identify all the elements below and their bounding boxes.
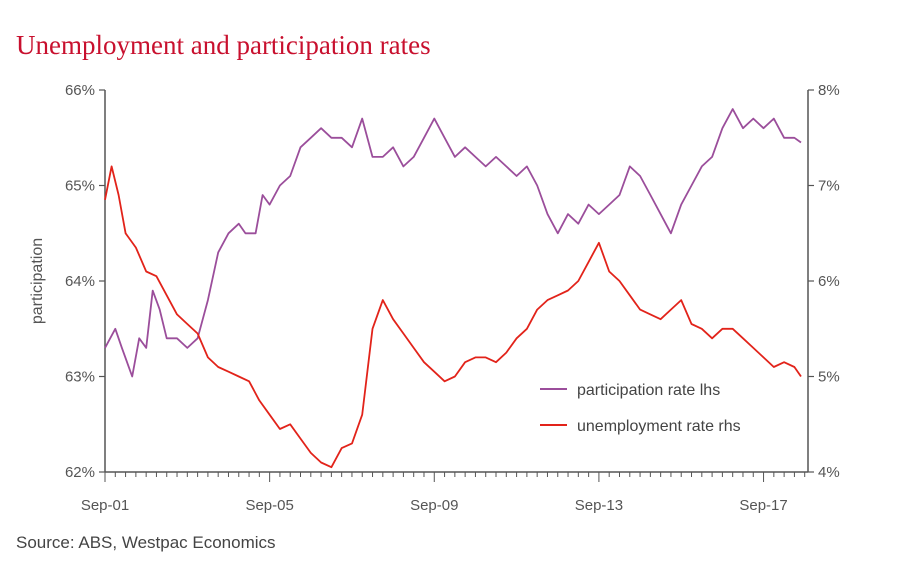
y-axis-label: participation [29,238,46,324]
x-tick-label: Sep-09 [410,497,458,514]
right-tick-label: 6% [818,273,840,290]
source-note: Source: ABS, Westpac Economics [16,533,276,552]
x-tick-label: Sep-17 [739,497,787,514]
right-tick-label: 8% [818,82,840,99]
left-tick-label: 62% [65,464,95,481]
left-tick-label: 64% [65,273,95,290]
left-tick-label: 66% [65,82,95,99]
right-tick-label: 4% [818,464,840,481]
x-tick-label: Sep-13 [575,497,623,514]
right-tick-label: 7% [818,178,840,195]
x-tick-label: Sep-05 [245,497,293,514]
legend-label: unemployment rate rhs [577,418,741,435]
chart-title: Unemployment and participation rates [16,30,431,60]
left-tick-label: 65% [65,178,95,195]
left-tick-label: 63% [65,369,95,386]
right-tick-label: 5% [818,369,840,386]
unemployment-rate-line [104,165,802,469]
participation-rate-line [104,108,802,378]
legend-label: participation rate lhs [577,382,720,399]
x-tick-label: Sep-01 [81,497,129,514]
